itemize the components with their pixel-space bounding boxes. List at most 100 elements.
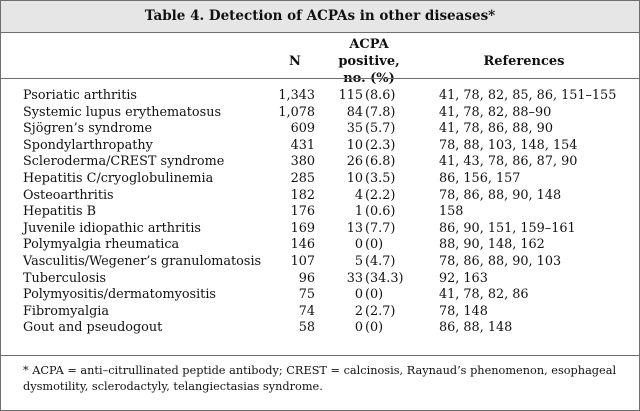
table-row: Osteoarthritis 182 4 (2.2) 78, 86, 88, 90, 1…	[1, 188, 639, 205]
n-cell: 1,078	[278, 104, 315, 120]
references-cell: 86, 88, 148	[439, 320, 513, 336]
n-cell: 58	[298, 320, 315, 336]
acpa-percent-cell: (3.5)	[365, 170, 396, 186]
acpa-percent-cell: (2.3)	[365, 137, 396, 153]
acpa-count-cell: 35	[346, 121, 363, 137]
n-cell: 74	[298, 303, 315, 319]
acpa-percent-cell: (7.7)	[365, 220, 396, 236]
disease-cell: Scleroderma/CREST syndrome	[23, 154, 225, 170]
acpa-percent-cell: (0)	[365, 237, 384, 253]
references-cell: 41, 78, 82, 88–90	[439, 104, 552, 120]
disease-cell: Polymyositis/dermatomyositis	[23, 287, 216, 303]
disease-cell: Hepatitis B	[23, 204, 97, 220]
acpa-percent-cell: (5.7)	[365, 121, 396, 137]
references-cell: 88, 90, 148, 162	[439, 237, 545, 253]
acpa-percent-cell: (8.6)	[365, 88, 396, 103]
disease-cell: Tuberculosis	[23, 270, 107, 286]
disease-cell: Osteoarthritis	[23, 187, 114, 203]
acpa-count-cell: 2	[354, 303, 363, 319]
table-footnote: * ACPA = anti–citrullinated peptide anti…	[23, 363, 623, 395]
table-row: Polymyalgia rheumatica 146 0 (0) 88, 90, 148…	[1, 237, 639, 254]
n-cell: 107	[290, 253, 315, 269]
references-cell: 86, 156, 157	[439, 170, 521, 186]
acpa-percent-cell: (4.7)	[365, 253, 396, 269]
n-cell: 182	[290, 187, 315, 203]
acpa-percent-cell: (0)	[365, 287, 384, 303]
references-cell: 78, 86, 88, 90, 148	[439, 187, 562, 203]
n-cell: 146	[290, 237, 315, 253]
header-references: References	[483, 54, 565, 69]
acpa-count-cell: 0	[354, 320, 363, 336]
n-cell: 75	[298, 287, 315, 303]
acpa-count-cell: 13	[346, 220, 363, 236]
footer-divider	[1, 355, 639, 356]
disease-cell: Fibromyalgia	[23, 303, 109, 319]
acpa-percent-cell: (0.6)	[365, 204, 396, 220]
table-row: Scleroderma/CREST syndrome 380 26 (6.8) 41, …	[1, 154, 639, 171]
acpa-count-cell: 5	[354, 253, 363, 269]
n-cell: 176	[290, 204, 315, 220]
disease-cell: Gout and pseudogout	[23, 320, 163, 336]
table-row: Tuberculosis 96 33 (34.3) 92, 163	[1, 271, 639, 288]
references-cell: 41, 78, 82, 85, 86, 151–155	[439, 88, 617, 103]
acpa-percent-cell: (34.3)	[365, 270, 404, 286]
acpa-count-cell: 115	[338, 88, 363, 103]
acpa-count-cell: 10	[346, 137, 363, 153]
references-cell: 78, 88, 103, 148, 154	[439, 137, 578, 153]
header-divider	[1, 78, 639, 79]
table-row: Juvenile idiopathic arthritis 169 13 (7.7) 8…	[1, 221, 639, 238]
n-cell: 285	[290, 170, 315, 186]
references-cell: 41, 78, 82, 86	[439, 287, 529, 303]
table-row: Vasculitis/Wegener’s granulomatosis 107 5(…	[1, 254, 639, 271]
references-cell: 78, 148	[439, 303, 488, 319]
header-acpa-line1: ACPA positive,	[338, 37, 400, 69]
footnote-line-1: * ACPA = anti–citrullinated peptide anti…	[23, 364, 617, 377]
references-cell: 78, 86, 88, 90, 103	[439, 253, 562, 269]
acpa-count-cell: 33	[346, 270, 363, 286]
table-row: Spondylarthropathy 431 10 (2.3) 78, 88, 103,…	[1, 138, 639, 155]
footnote-line-2: dysmotility, sclerodactyly, telangiectas…	[23, 380, 323, 393]
table-row: Sjögren’s syndrome 609 35 (5.7) 41, 78, 86, …	[1, 121, 639, 138]
disease-cell: Hepatitis C/cryoglobulinemia	[23, 170, 214, 186]
acpa-count-cell: 10	[346, 170, 363, 186]
disease-cell: Psoriatic arthritis	[23, 88, 137, 103]
header-acpa: ACPA positive, no. (%)	[319, 36, 419, 87]
acpa-count-cell: 26	[346, 154, 363, 170]
table-row: Fibromyalgia 74 2 (2.7) 78, 148	[1, 304, 639, 321]
acpa-percent-cell: (0)	[365, 320, 384, 336]
references-cell: 86, 90, 151, 159–161	[439, 220, 576, 236]
acpa-count-cell: 4	[354, 187, 363, 203]
n-cell: 96	[298, 270, 315, 286]
references-cell: 41, 43, 78, 86, 87, 90	[439, 154, 578, 170]
table-title: Table 4. Detection of ACPAs in other dis…	[1, 1, 639, 33]
references-cell: 41, 78, 86, 88, 90	[439, 121, 553, 137]
disease-cell: Vasculitis/Wegener’s granulomatosis	[23, 253, 262, 269]
disease-cell: Juvenile idiopathic arthritis	[23, 220, 202, 236]
acpa-percent-cell: (2.2)	[365, 187, 396, 203]
table-row: Hepatitis B 176 1 (0.6) 158	[1, 204, 639, 221]
acpa-count-cell: 1	[354, 204, 363, 220]
disease-cell: Polymyalgia rheumatica	[23, 237, 180, 253]
acpa-percent-cell: (6.8)	[365, 154, 396, 170]
table-row: Systemic lupus erythematosus 1,078 84 (7.8)…	[1, 105, 639, 122]
references-cell: 92, 163	[439, 270, 488, 286]
table-body: Psoriatic arthritis 1,343 115 (8.6) 41, 78, …	[1, 88, 639, 337]
disease-cell: Sjögren’s syndrome	[23, 121, 153, 137]
table-row: Hepatitis C/cryoglobulinemia 285 10 (3.5) 86…	[1, 171, 639, 188]
n-cell: 169	[290, 220, 315, 236]
acpa-percent-cell: (2.7)	[365, 303, 396, 319]
acpa-percent-cell: (7.8)	[365, 104, 396, 120]
disease-cell: Spondylarthropathy	[23, 137, 153, 153]
n-cell: 380	[290, 154, 315, 170]
acpa-count-cell: 0	[354, 237, 363, 253]
n-cell: 431	[290, 137, 315, 153]
header-n: N	[289, 54, 301, 69]
table-row: Gout and pseudogout 58 0 (0) 86, 88, 148	[1, 320, 639, 337]
table-row: Psoriatic arthritis 1,343 115 (8.6) 41, 78, …	[1, 88, 639, 105]
table-row: Polymyositis/dermatomyositis 75 0 (0) 41, 78…	[1, 287, 639, 304]
acpa-count-cell: 0	[354, 287, 363, 303]
disease-cell: Systemic lupus erythematosus	[23, 104, 222, 120]
n-cell: 1,343	[278, 88, 315, 103]
references-cell: 158	[439, 204, 464, 220]
